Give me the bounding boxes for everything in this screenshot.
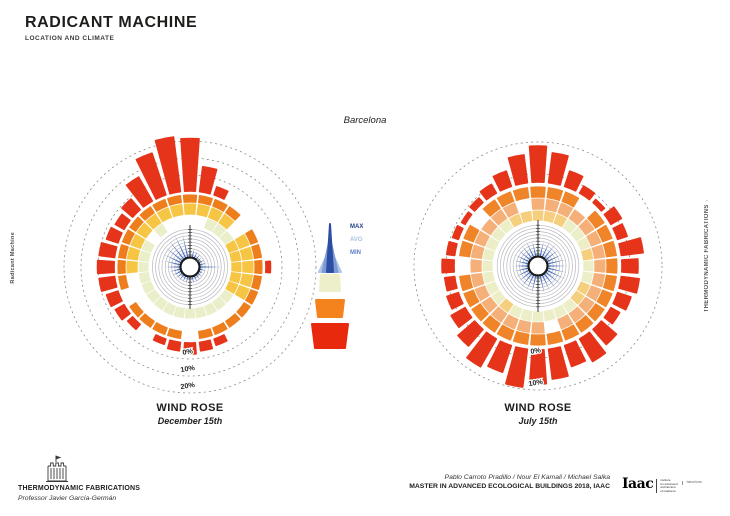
legend-cone-chart: MAX AVG MIN: [311, 223, 363, 349]
rose-title: WIND ROSE: [156, 402, 224, 414]
svg-text:10%: 10%: [528, 377, 544, 388]
program-line: MASTER IN ADVANCED ECOLOGICAL BUILDINGS …: [409, 483, 610, 490]
svg-text:10%: 10%: [180, 363, 196, 374]
svg-text:MAX: MAX: [350, 224, 363, 230]
legend-cone: MAX AVG MIN: [306, 214, 386, 362]
svg-text:0%: 0%: [182, 346, 194, 357]
wind-rose-july: m/s 0% 10%: [398, 126, 678, 406]
rose-subtitle: July 15th: [518, 416, 558, 426]
crest-logo-icon: [46, 455, 68, 482]
iaac-wordmark: Iaac: [622, 476, 654, 492]
svg-text:MIN: MIN: [350, 250, 361, 256]
side-label-mark: ▪: [705, 198, 709, 203]
wind-rose-december: m/s 0% 10% 20%: [50, 127, 330, 407]
rose-subtitle: December 15th: [157, 416, 223, 426]
side-label-left: Radicant Machine: [10, 232, 16, 284]
iaac-city: barcelona: [681, 480, 701, 485]
wind-rose-december-chart: m/s 0% 10% 20%: [63, 136, 317, 394]
page-subtitle: LOCATION AND CLIMATE: [25, 35, 115, 42]
iaac-sublines: institute for advanced architecture of cata…: [656, 478, 678, 494]
page-title: RADICANT MACHINE: [25, 14, 198, 31]
authors-line: Pablo Carroto Pradillo / Nour El Kamali …: [444, 474, 610, 481]
rose-caption-july: WIND ROSE July 15th: [453, 402, 623, 426]
side-label-right: THERMODYNAMIC FABRICATIONS ▪: [704, 198, 710, 313]
location-label: Barcelona: [343, 115, 387, 126]
svg-text:AVG: AVG: [350, 237, 363, 243]
svg-text:m/s: m/s: [195, 259, 201, 263]
org-name: THERMODYNAMIC FABRICATIONS: [18, 485, 141, 492]
wind-rose-july-chart: m/s 0% 10%: [413, 141, 663, 391]
svg-text:20%: 20%: [180, 380, 196, 391]
rose-caption-december: WIND ROSE December 15th: [105, 402, 275, 426]
rose-title: WIND ROSE: [504, 402, 572, 414]
header: RADICANT MACHINE LOCATION AND CLIMATE: [25, 14, 197, 42]
professor-name: Professor Javier García-Germán: [18, 495, 117, 502]
iaac-logo: Iaac institute for advanced architecture of…: [622, 476, 701, 494]
svg-text:m/s: m/s: [543, 258, 549, 262]
footer-right: Pablo Carroto Pradillo / Nour El Kamali …: [360, 474, 610, 490]
svg-text:0%: 0%: [530, 345, 542, 356]
